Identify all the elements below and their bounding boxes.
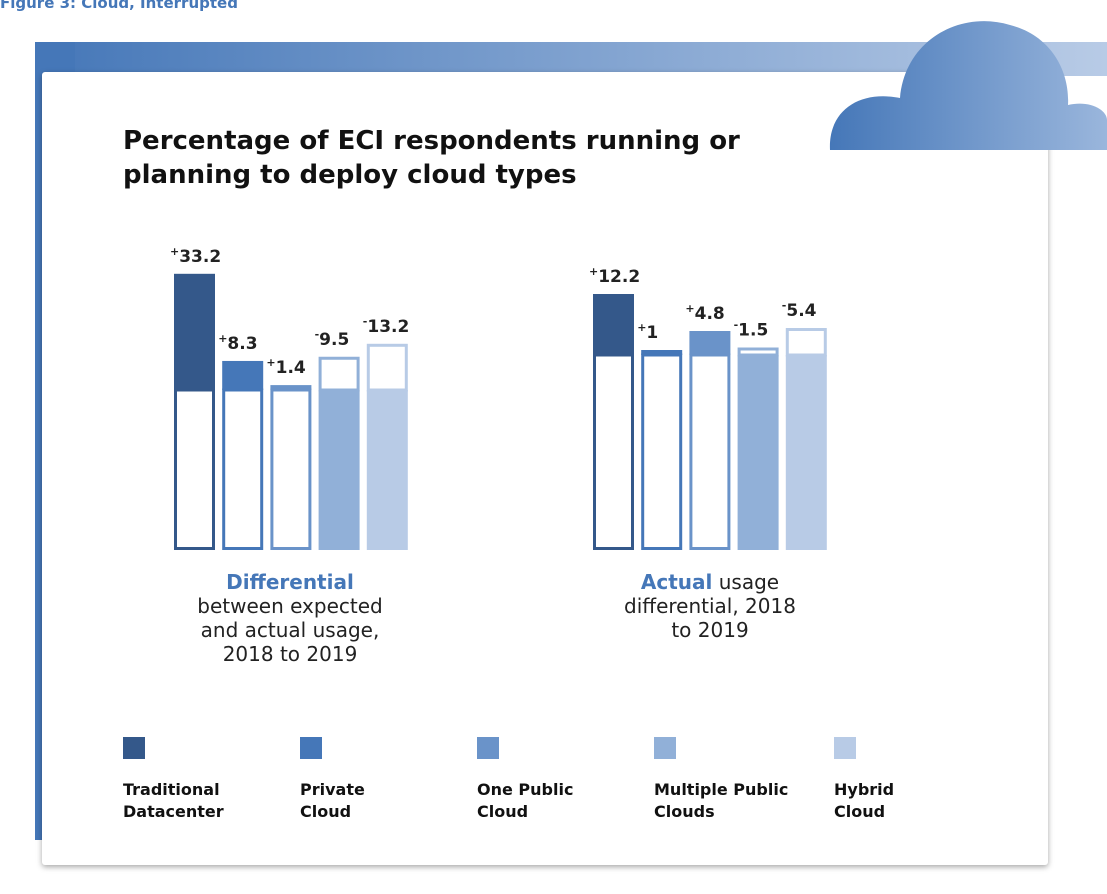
legend-swatch: [123, 737, 145, 759]
data-label: -13.2: [363, 315, 410, 337]
bar-base: [222, 388, 264, 550]
sign: +: [266, 356, 275, 369]
data-label: +4.8: [685, 302, 724, 324]
bar: [318, 356, 360, 392]
sign: +: [218, 332, 227, 345]
number: 9.5: [319, 330, 349, 350]
data-label: -5.4: [782, 299, 817, 321]
figure-title: Figure 3: Cloud, Interrupted: [0, 0, 238, 12]
bar-base: [270, 388, 312, 550]
sign: -: [734, 319, 739, 332]
bar: [785, 328, 827, 357]
number: 33.2: [179, 247, 221, 267]
caption-highlight: Actual: [640, 570, 713, 594]
sign: +: [589, 265, 598, 278]
number: 1.4: [276, 358, 306, 378]
data-label: +1: [637, 321, 658, 343]
title: Percentage of ECI respondents running or…: [123, 126, 740, 190]
bar: [689, 331, 731, 355]
legend-swatch: [300, 737, 322, 759]
sign: -: [363, 315, 368, 328]
data-label: -9.5: [315, 328, 350, 350]
sign: +: [685, 302, 694, 315]
sign: +: [637, 321, 646, 334]
number: 8.3: [227, 334, 257, 354]
bar-base: [737, 355, 779, 550]
bar-base: [366, 390, 408, 550]
data-label: +12.2: [589, 265, 640, 287]
bar-base: [593, 353, 634, 550]
caption: Actual usage differential, 2018 to 2019: [620, 570, 800, 642]
number: 5.4: [786, 301, 816, 321]
caption-highlight: Differential: [226, 570, 354, 594]
bar: [737, 347, 779, 357]
data-label: +33.2: [170, 245, 221, 267]
bar-base: [689, 353, 731, 550]
bar: [174, 273, 215, 390]
caption-text: usage differential, 2018 to 2019: [624, 570, 796, 642]
caption-text: between expected and actual usage, 2018 …: [197, 594, 383, 666]
sign: -: [315, 328, 320, 341]
caption: Differential between expected and actual …: [190, 570, 390, 666]
bar: [270, 385, 312, 390]
data-label: +8.3: [218, 332, 257, 354]
legend-label: One Public Cloud: [477, 780, 574, 821]
legend-swatch: [477, 737, 499, 759]
bar-base: [785, 355, 827, 550]
sign: -: [782, 299, 787, 312]
bar-base: [318, 390, 360, 550]
legend-label: Traditional Datacenter: [123, 780, 224, 821]
number: 1: [646, 323, 658, 343]
legend-label: Private Cloud: [300, 780, 365, 821]
data-label: -1.5: [734, 319, 769, 341]
bar: [366, 343, 408, 392]
bar-base: [641, 353, 683, 550]
bar-base: [174, 388, 215, 550]
legend-swatch: [654, 737, 676, 759]
sign: +: [170, 245, 179, 258]
data-label: +1.4: [266, 356, 306, 378]
bar: [222, 360, 264, 390]
number: 4.8: [695, 304, 725, 324]
cloud: [829, 21, 1107, 150]
legend-label: Hybrid Cloud: [834, 780, 895, 821]
number: 1.5: [738, 321, 768, 341]
bar: [641, 350, 683, 355]
legend-swatch: [834, 737, 856, 759]
legend-label: Multiple Public Clouds: [654, 780, 789, 821]
bar: [593, 294, 634, 355]
number: 13.2: [367, 317, 409, 337]
number: 12.2: [598, 267, 640, 287]
